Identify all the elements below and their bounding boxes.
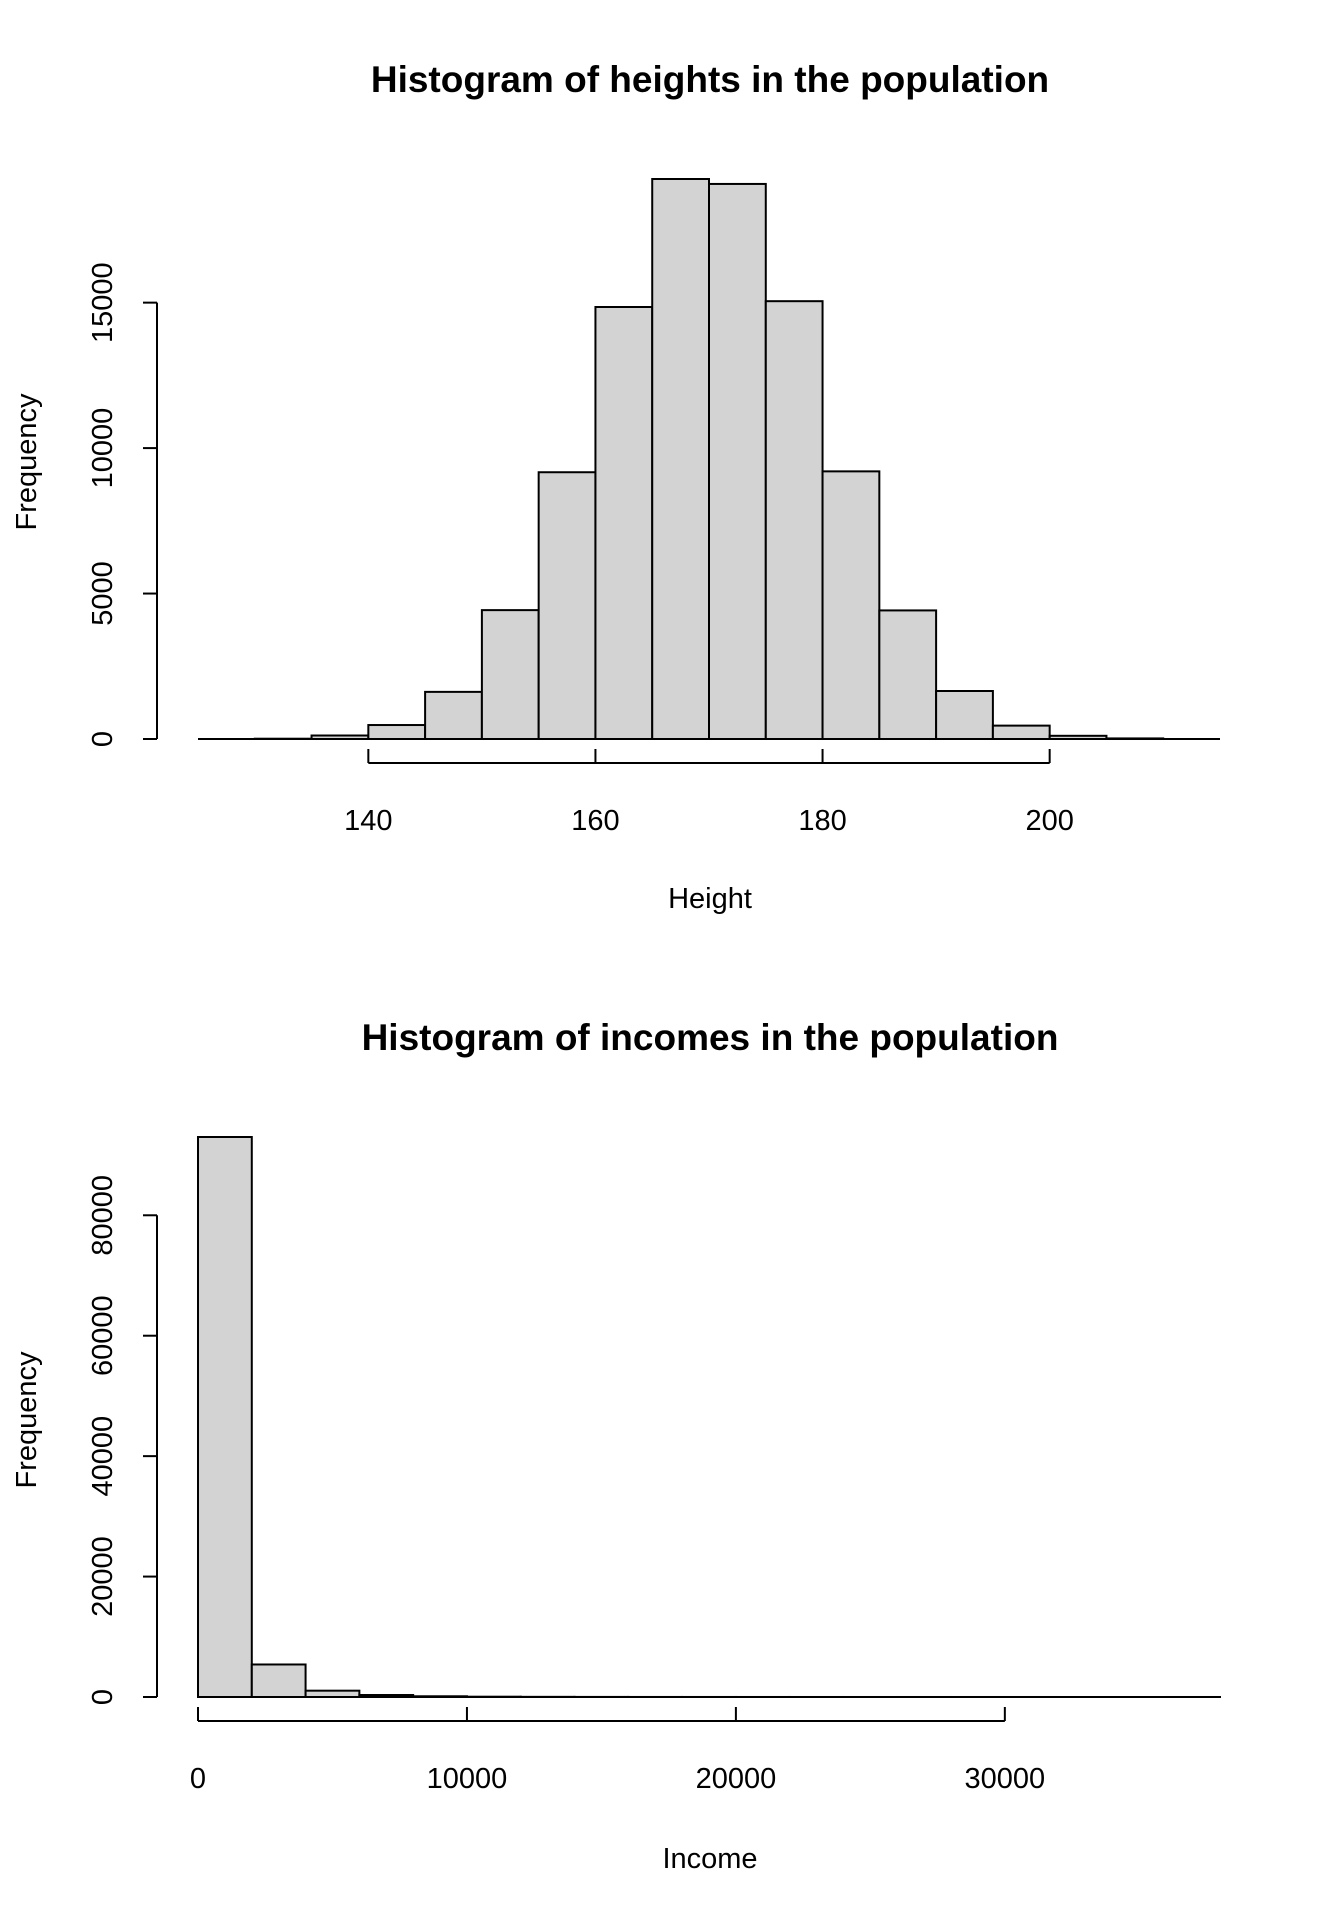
x-tick-label: 160 [571,805,619,837]
histogram-bar [821,470,881,740]
y-axis: 0 20000 40000 60000 80000 [87,1175,158,1705]
histogram-bar [1048,734,1108,740]
y-tick-label: 10000 [87,408,119,489]
y-tick-label: 60000 [87,1295,119,1376]
histogram-bar [250,1663,307,1699]
histogram-bar [412,1695,468,1699]
bars-group [198,178,1220,741]
x-tick-label: 20000 [696,1763,777,1795]
y-tick-label: 80000 [87,1175,119,1256]
bars-group [197,1136,1222,1699]
x-axis: 0 10000 20000 30000 [190,1707,1045,1795]
histogram-bar [878,609,938,740]
y-axis: 0 5000 10000 15000 [87,262,158,747]
x-tick-label: 10000 [427,1763,508,1795]
histogram-bar [424,690,483,741]
income-histogram: Histogram of incomes in the population I… [11,1017,1222,1875]
x-axis-title: Height [668,883,752,915]
histogram-bar [991,724,1051,740]
x-tick-label: 30000 [965,1763,1046,1795]
height-histogram: Histogram of heights in the population H… [11,59,1220,915]
y-tick-label: 0 [87,1689,119,1705]
y-tick-label: 20000 [87,1536,119,1617]
y-tick-label: 5000 [87,561,119,626]
histogram-bar [935,690,994,740]
histogram-bar [358,1694,415,1699]
histogram-bar [764,300,824,740]
histogram-bar [537,471,597,740]
x-tick-label: 200 [1025,805,1073,837]
y-axis-title: Frequency [11,1351,43,1489]
y-tick-label: 15000 [87,262,119,343]
histogram-bar [304,1689,361,1698]
x-tick-label: 140 [344,805,392,837]
chart-title: Histogram of heights in the population [371,59,1049,100]
chart-title: Histogram of incomes in the population [362,1017,1059,1058]
y-axis-title: Frequency [11,393,43,531]
histogram-bar [651,178,711,740]
x-axis-title: Income [662,1843,757,1875]
histogram-bar [310,734,370,741]
x-axis: 140 160 180 200 [344,749,1074,837]
histogram-bar [1105,737,1165,740]
histogram-bar [480,609,540,740]
histogram-bar [594,306,654,740]
y-tick-label: 0 [87,731,119,747]
histogram-bar [367,724,427,741]
x-tick-label: 0 [190,1763,206,1795]
y-tick-label: 40000 [87,1416,119,1497]
histogram-bar [197,1136,253,1698]
x-tick-label: 180 [798,805,846,837]
histogram-bar [708,182,767,741]
